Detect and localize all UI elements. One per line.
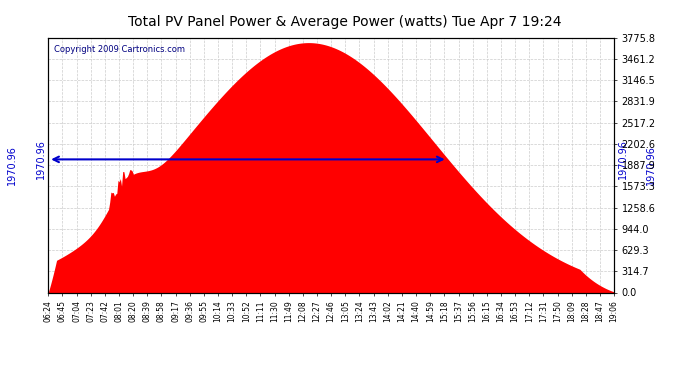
Text: Copyright 2009 Cartronics.com: Copyright 2009 Cartronics.com — [54, 45, 185, 54]
Text: 1970.96: 1970.96 — [618, 140, 628, 179]
Text: Total PV Panel Power & Average Power (watts) Tue Apr 7 19:24: Total PV Panel Power & Average Power (wa… — [128, 15, 562, 29]
Text: 1970.96: 1970.96 — [6, 145, 17, 185]
Text: 1970.96: 1970.96 — [646, 145, 656, 185]
Text: 1970.96: 1970.96 — [36, 140, 46, 179]
